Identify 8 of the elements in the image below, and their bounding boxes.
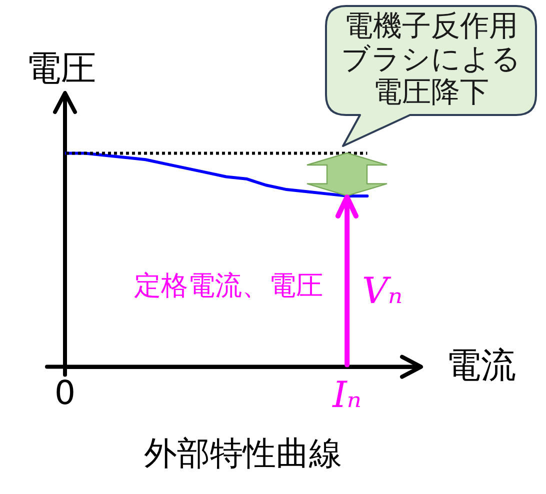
text: 外部特性曲線 [144, 433, 342, 472]
annotation: 定格電流、電圧 [134, 270, 324, 302]
x-axis-title: 電流 [446, 346, 516, 386]
x-tick-label: Iₙ [332, 374, 362, 416]
x-tick-label: 0 [54, 373, 76, 412]
ref-line-label: Vₙ [362, 270, 403, 312]
text: 電機子反作用ブラシによる電圧降下 [341, 8, 522, 108]
y-axis-title: 電圧 [26, 49, 96, 90]
